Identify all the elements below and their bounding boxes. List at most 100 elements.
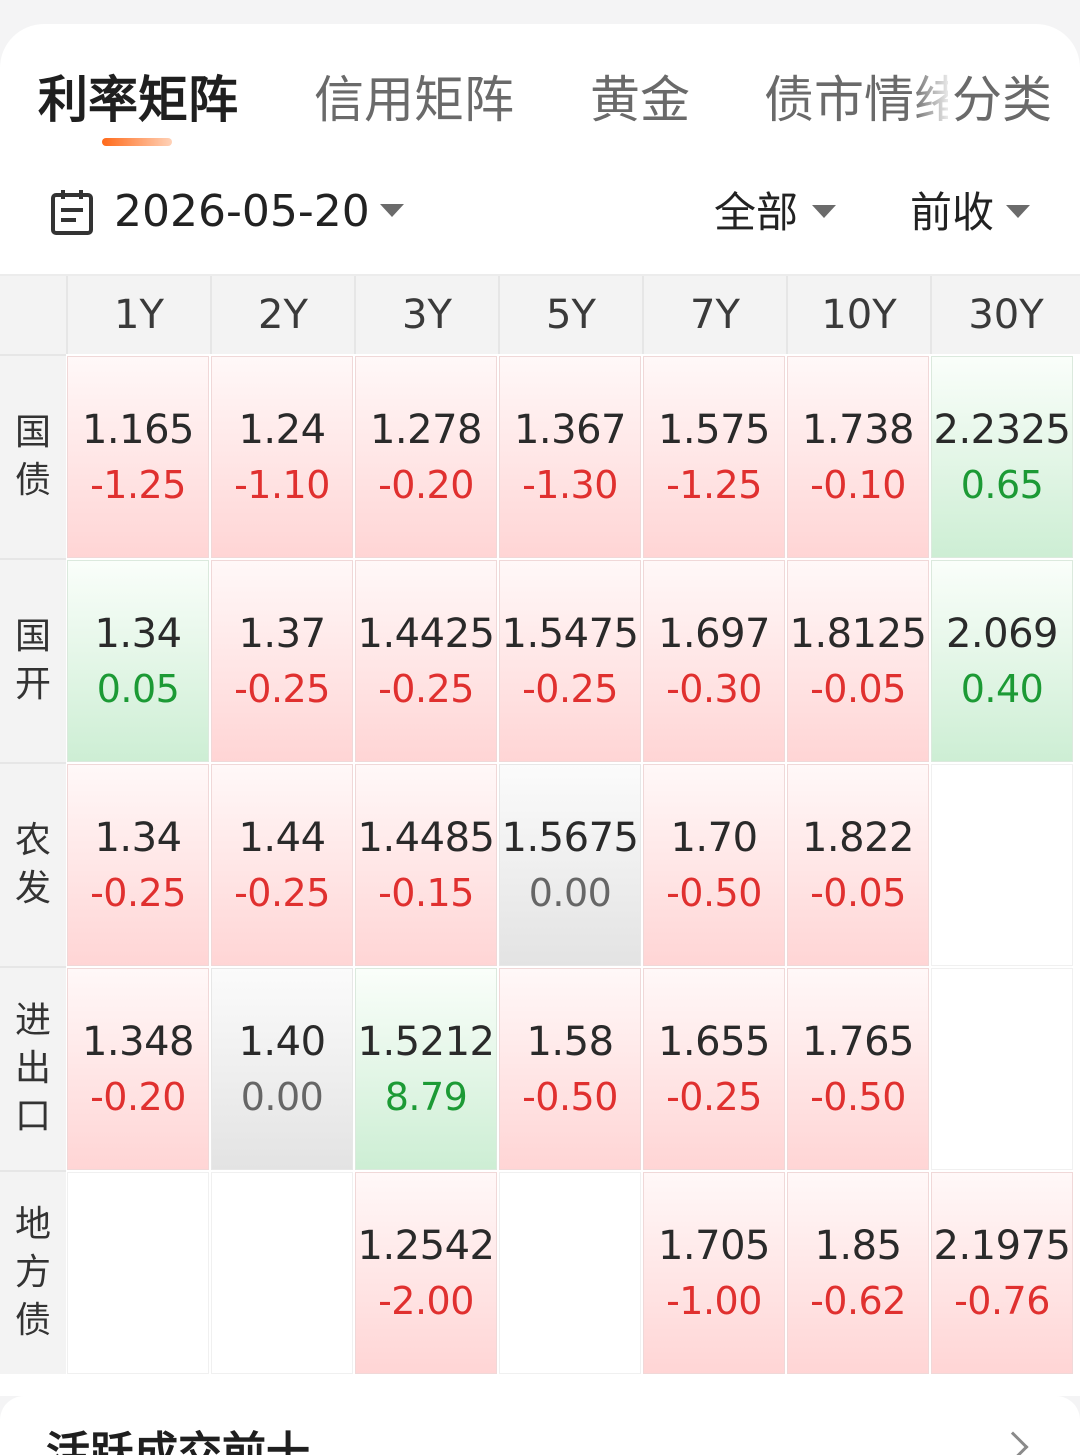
cell-yield: 1.278 xyxy=(369,407,483,453)
matrix-cell[interactable]: 1.165 -1.25 xyxy=(67,356,209,558)
date-picker[interactable]: 2026-05-20 xyxy=(114,186,370,237)
cell-change: -1.25 xyxy=(90,463,186,507)
matrix-cell[interactable]: 1.738 -0.10 xyxy=(787,356,929,558)
row-header-label: 农发 xyxy=(14,820,51,909)
column-header-1y: 1Y xyxy=(66,276,210,354)
row-header-label: 进出口 xyxy=(14,1000,51,1137)
column-header-2y: 2Y xyxy=(210,276,354,354)
cell-change: -0.25 xyxy=(234,871,330,915)
cell-change: -1.10 xyxy=(234,463,330,507)
tab-credit-matrix[interactable]: 信用矩阵 xyxy=(314,71,514,129)
cell-yield: 1.70 xyxy=(670,815,758,861)
row-header: 农发 xyxy=(0,762,66,966)
cell-change: -0.62 xyxy=(810,1279,906,1323)
matrix-cell[interactable]: 1.278 -0.20 xyxy=(355,356,497,558)
matrix-cell[interactable]: 1.822 -0.05 xyxy=(787,764,929,966)
scope-dropdown[interactable]: 全部 xyxy=(714,188,799,237)
tab-rate-matrix[interactable]: 利率矩阵 xyxy=(38,71,238,129)
matrix-corner xyxy=(0,276,66,354)
matrix-cell[interactable]: 1.348 -0.20 xyxy=(67,968,209,1170)
cell-yield: 1.765 xyxy=(801,1019,915,1065)
matrix-cell[interactable]: 1.655 -0.25 xyxy=(643,968,785,1170)
matrix-cell[interactable]: 1.85 -0.62 xyxy=(787,1172,929,1374)
active-trades-card[interactable]: 活跃成交前十 xyxy=(0,1396,1080,1455)
rate-matrix-card: 利率矩阵 信用矩阵 黄金 债市情绪 分类 2026-05-20 全部 前收 1Y… xyxy=(0,24,1080,1396)
matrix-cell[interactable]: 1.2542 -2.00 xyxy=(355,1172,497,1374)
matrix-cell[interactable]: 1.70 -0.50 xyxy=(643,764,785,966)
cell-yield: 1.24 xyxy=(238,407,326,453)
cell-yield: 1.5212 xyxy=(357,1019,495,1065)
cell-yield: 1.738 xyxy=(801,407,915,453)
cell-change: 0.40 xyxy=(960,667,1044,711)
matrix-cell[interactable]: 2.069 0.40 xyxy=(931,560,1073,762)
matrix-cell[interactable]: 1.58 -0.50 xyxy=(499,968,641,1170)
row-header: 国债 xyxy=(0,354,66,558)
row-header: 进出口 xyxy=(0,966,66,1170)
matrix-cell-empty xyxy=(931,764,1073,966)
chevron-right-icon[interactable] xyxy=(997,1431,1029,1455)
cell-yield: 1.697 xyxy=(657,611,771,657)
cell-yield: 2.069 xyxy=(945,611,1059,657)
tab-category[interactable]: 分类 xyxy=(948,70,1052,130)
cell-change: -0.25 xyxy=(90,871,186,915)
matrix-cell[interactable]: 2.2325 0.65 xyxy=(931,356,1073,558)
caret-down-icon[interactable] xyxy=(1006,205,1030,218)
matrix-cell[interactable]: 1.4485 -0.15 xyxy=(355,764,497,966)
matrix-cell[interactable]: 1.40 0.00 xyxy=(211,968,353,1170)
matrix-cell[interactable]: 1.5675 0.00 xyxy=(499,764,641,966)
caret-down-icon[interactable] xyxy=(380,204,404,217)
cell-change: 0.05 xyxy=(96,667,180,711)
column-header-3y: 3Y xyxy=(354,276,498,354)
matrix-cell[interactable]: 1.367 -1.30 xyxy=(499,356,641,558)
cell-change: -0.15 xyxy=(378,871,474,915)
column-header-30y: 30Y xyxy=(930,276,1080,354)
cell-yield: 1.8125 xyxy=(789,611,927,657)
cell-change: -0.50 xyxy=(522,1075,618,1119)
matrix-cell[interactable]: 1.37 -0.25 xyxy=(211,560,353,762)
cell-change: 0.00 xyxy=(240,1075,324,1119)
tab-bar: 利率矩阵 信用矩阵 黄金 债市情绪 分类 xyxy=(0,24,1080,154)
matrix-cell[interactable]: 1.8125 -0.05 xyxy=(787,560,929,762)
cell-change: -0.50 xyxy=(666,871,762,915)
cell-yield: 1.165 xyxy=(81,407,195,453)
cell-change: -0.20 xyxy=(378,463,474,507)
matrix-cell-empty xyxy=(211,1172,353,1374)
compare-dropdown[interactable]: 前收 xyxy=(910,188,995,237)
matrix-cell[interactable]: 1.44 -0.25 xyxy=(211,764,353,966)
cell-yield: 2.1975 xyxy=(933,1223,1071,1269)
cell-change: -0.25 xyxy=(378,667,474,711)
matrix-cell[interactable]: 1.4425 -0.25 xyxy=(355,560,497,762)
cell-yield: 1.2542 xyxy=(357,1223,495,1269)
cell-change: -0.20 xyxy=(90,1075,186,1119)
cell-yield: 1.822 xyxy=(801,815,915,861)
tab-fade-overlay xyxy=(912,64,952,140)
matrix-cell[interactable]: 1.697 -0.30 xyxy=(643,560,785,762)
matrix-cell[interactable]: 1.765 -0.50 xyxy=(787,968,929,1170)
column-header-7y: 7Y xyxy=(642,276,786,354)
row-header: 国开 xyxy=(0,558,66,762)
matrix-cell-empty xyxy=(67,1172,209,1374)
matrix-cell[interactable]: 1.705 -1.00 xyxy=(643,1172,785,1374)
cell-yield: 1.37 xyxy=(238,611,326,657)
matrix-cell[interactable]: 1.34 -0.25 xyxy=(67,764,209,966)
cell-yield: 1.705 xyxy=(657,1223,771,1269)
cell-change: -0.25 xyxy=(522,667,618,711)
rate-matrix-grid: 1Y 2Y 3Y 5Y 7Y 10Y 30Y 国债 1.165 -1.25 1.24 -1.10 1.2… xyxy=(0,274,1080,1396)
cell-change: -0.25 xyxy=(234,667,330,711)
filter-bar: 2026-05-20 全部 前收 xyxy=(0,174,1080,254)
tab-gold[interactable]: 黄金 xyxy=(590,71,690,129)
cell-yield: 1.367 xyxy=(513,407,627,453)
cell-yield: 1.34 xyxy=(94,815,182,861)
matrix-cell[interactable]: 1.575 -1.25 xyxy=(643,356,785,558)
cell-change: 8.79 xyxy=(384,1075,468,1119)
calendar-icon[interactable] xyxy=(50,188,94,236)
matrix-cell[interactable]: 1.34 0.05 xyxy=(67,560,209,762)
matrix-cell[interactable]: 2.1975 -0.76 xyxy=(931,1172,1073,1374)
cell-yield: 1.4425 xyxy=(357,611,495,657)
row-header-label: 国开 xyxy=(14,616,51,705)
caret-down-icon[interactable] xyxy=(812,205,836,218)
cell-change: -1.25 xyxy=(666,463,762,507)
matrix-cell[interactable]: 1.5212 8.79 xyxy=(355,968,497,1170)
matrix-cell[interactable]: 1.24 -1.10 xyxy=(211,356,353,558)
matrix-cell[interactable]: 1.5475 -0.25 xyxy=(499,560,641,762)
